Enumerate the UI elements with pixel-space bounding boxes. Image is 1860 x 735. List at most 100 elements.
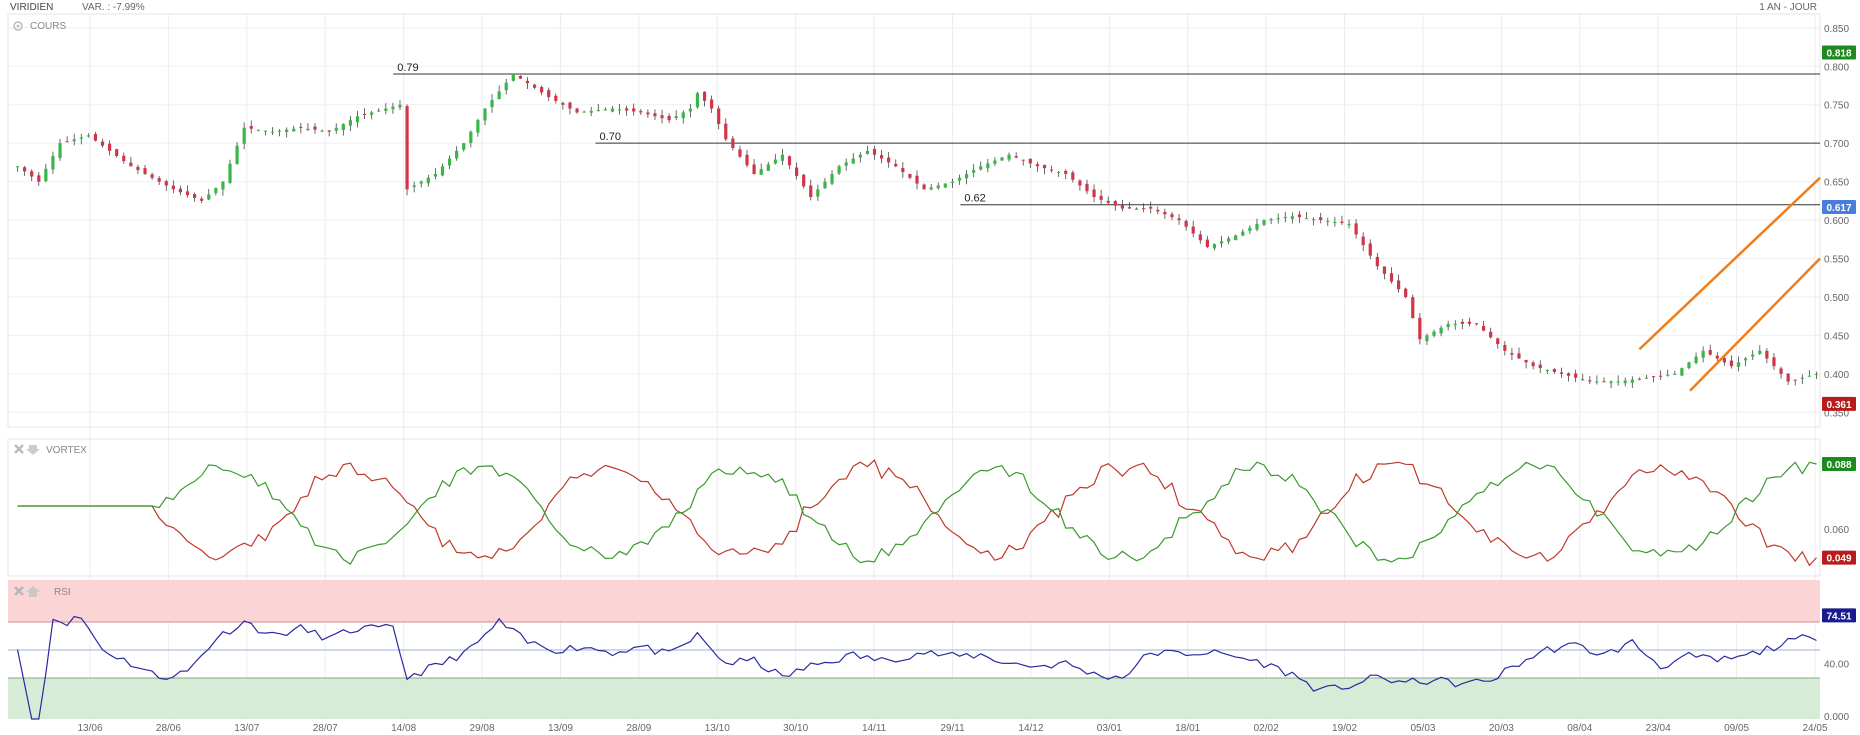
candle-body: [1687, 362, 1691, 369]
period-selector[interactable]: 1 AN - JOUR: [1759, 2, 1817, 13]
candle-body: [1496, 338, 1500, 345]
candle-body: [497, 91, 501, 100]
vortex-move-down-icon[interactable]: [26, 445, 40, 455]
time-tick-label: 13/06: [77, 723, 102, 734]
candle-body: [986, 163, 990, 169]
candle-body: [391, 106, 395, 110]
candle-body: [207, 194, 211, 200]
candle-body: [483, 108, 487, 121]
candle-body: [1765, 350, 1769, 359]
candle-body: [1156, 209, 1160, 212]
price-tick-label: 0.450: [1824, 331, 1849, 342]
candle-body: [1007, 154, 1011, 160]
vortex-badge: [1822, 550, 1856, 565]
candle-body: [929, 187, 933, 190]
candle-body: [1694, 356, 1698, 363]
candle-body: [894, 163, 898, 167]
rsi-badge-label: 74.51: [1826, 611, 1851, 622]
candle-body: [1517, 353, 1521, 359]
candle-body: [561, 102, 565, 105]
candle-body: [1659, 375, 1663, 377]
candle-body: [596, 110, 600, 112]
vortex-close-icon[interactable]: [14, 444, 24, 454]
candle-body: [200, 198, 204, 201]
candlesticks: [15, 73, 1819, 389]
time-tick-label: 03/01: [1097, 723, 1122, 734]
candle-body: [1382, 266, 1387, 274]
vortex-panel-frame: [7, 438, 1821, 577]
candle-body: [1113, 201, 1117, 206]
candle-body: [1609, 381, 1613, 384]
candle-body: [964, 173, 969, 179]
vortex-badge-label: 0.088: [1826, 460, 1851, 471]
price-tick-label: 0.750: [1824, 101, 1849, 112]
candle-body: [837, 166, 841, 174]
candle-body: [1304, 218, 1309, 220]
candle-body: [589, 110, 593, 113]
vortex-axis: 0.060 0.088 0.049: [1822, 457, 1856, 565]
time-tick-label: 13/09: [548, 723, 573, 734]
candle-body: [1814, 373, 1819, 375]
price-tick-label: 0.650: [1824, 178, 1849, 189]
candle-body: [1361, 236, 1365, 246]
candle-body: [745, 154, 749, 166]
level-label: 0.79: [397, 62, 418, 74]
candle-body: [766, 164, 770, 171]
candle-body: [525, 80, 530, 84]
candle-body: [72, 139, 76, 142]
candle-body: [235, 145, 239, 164]
price-tick-label: 0.700: [1824, 139, 1849, 150]
candle-body: [122, 155, 126, 162]
candle-body: [625, 108, 629, 111]
time-tick-label: 30/10: [783, 723, 808, 734]
candle-body: [511, 73, 515, 81]
candle-body: [1751, 354, 1755, 357]
candle-body: [221, 181, 225, 190]
vortex-lines: [17, 458, 1817, 567]
candle-body: [1800, 377, 1804, 379]
time-tick-label: 14/08: [391, 723, 416, 734]
candle-body: [1099, 195, 1103, 200]
candle-body: [1354, 223, 1358, 235]
candle-body: [1205, 239, 1209, 247]
price-tick-label: 0.550: [1824, 255, 1849, 266]
candle-body: [688, 108, 692, 112]
candle-body: [1127, 207, 1132, 209]
candle-body: [334, 127, 338, 131]
vortex-badge: [1822, 457, 1856, 471]
price-tick-label: 0.400: [1824, 370, 1849, 381]
rsi-close-icon[interactable]: [14, 586, 24, 596]
candle-body: [816, 189, 820, 197]
candle-body: [823, 181, 827, 189]
candle-body: [1623, 380, 1627, 384]
candle-body: [313, 126, 317, 130]
candle-body: [327, 130, 331, 132]
candle-body: [129, 162, 133, 167]
candle-body: [405, 106, 409, 190]
vortex-panel: VORTEX 0.060 0.088 0.049: [7, 438, 1856, 577]
price-tick-label: 0.850: [1824, 24, 1849, 35]
rsi-move-up-icon[interactable]: [26, 586, 40, 597]
candle-body: [908, 174, 912, 178]
candle-body: [1772, 357, 1776, 367]
candle-body: [1489, 331, 1493, 338]
candle-body: [787, 156, 792, 166]
candle-body: [1460, 321, 1464, 324]
candle-body: [1397, 280, 1401, 290]
channel-line: [1638, 176, 1821, 351]
price-settings-icon[interactable]: [13, 21, 23, 31]
candle-body: [809, 185, 813, 198]
candle-body: [23, 167, 27, 172]
candle-body: [1538, 364, 1542, 369]
candle-body: [384, 108, 388, 111]
time-tick-label: 18/01: [1175, 723, 1200, 734]
candle-body: [193, 194, 197, 198]
candle-body: [1644, 377, 1649, 379]
candle-body: [1290, 216, 1294, 219]
candle-body: [306, 128, 310, 131]
candle-body: [1312, 219, 1316, 221]
price-panel-frame: [7, 13, 1821, 428]
candle-body: [1035, 164, 1039, 167]
candle-body: [1021, 159, 1025, 161]
candle-body: [1319, 217, 1323, 221]
